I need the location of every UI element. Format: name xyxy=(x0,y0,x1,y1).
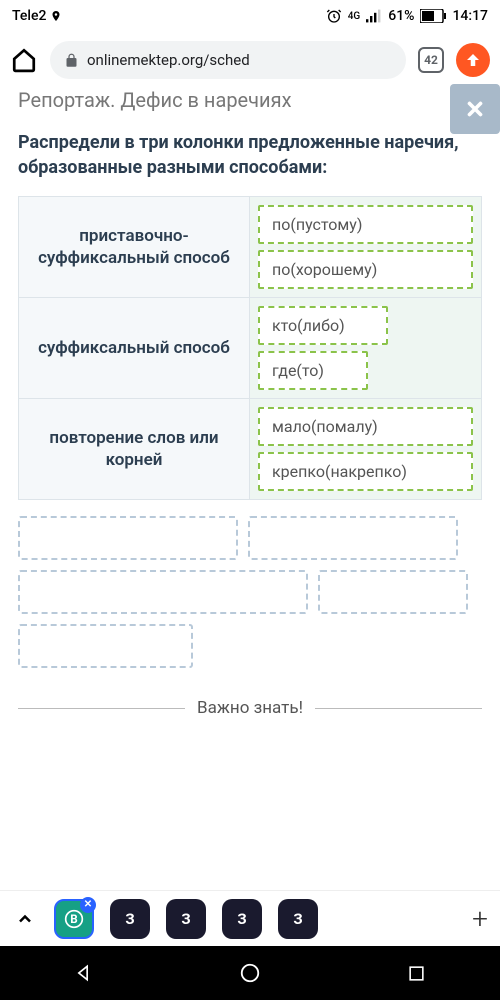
network-4g: 4G xyxy=(348,11,361,22)
divider xyxy=(18,708,185,709)
empty-slot[interactable] xyxy=(248,516,458,560)
empty-slot[interactable] xyxy=(18,516,238,560)
svg-text:B: B xyxy=(70,912,77,926)
word-pool[interactable] xyxy=(18,516,482,668)
browser-tab[interactable]: З xyxy=(278,899,318,939)
browser-bar: onlinemektep.org/sched 42 xyxy=(0,32,500,88)
word-tag[interactable]: кто(либо) xyxy=(258,306,388,345)
alarm-icon xyxy=(326,8,342,24)
browser-tab[interactable]: B ✕ xyxy=(54,899,94,939)
page-title: Репортаж. Дефис в наречиях xyxy=(18,88,482,112)
battery-pct: 61% xyxy=(388,8,414,24)
tab-favicon: З xyxy=(181,910,190,928)
carrier-label: Tele2 xyxy=(12,8,46,24)
empty-slot[interactable] xyxy=(318,570,468,614)
battery-icon xyxy=(420,9,446,23)
tab-count-button[interactable]: 42 xyxy=(418,47,444,73)
home-button[interactable] xyxy=(10,46,38,74)
drop-zone[interactable]: по(пустому) по(хорошему) xyxy=(250,197,481,297)
circle-home-icon xyxy=(239,962,261,984)
table-row: суффиксальный способ кто(либо) где(то) xyxy=(19,298,481,399)
tab-favicon: З xyxy=(237,910,246,928)
clock: 14:17 xyxy=(452,8,488,24)
chevron-up-icon xyxy=(15,909,35,929)
url-text: onlinemektep.org/sched xyxy=(87,51,250,69)
recents-button[interactable] xyxy=(401,957,433,989)
table-row: повторение слов или корней мало(помалу) … xyxy=(19,399,481,499)
back-button[interactable] xyxy=(67,957,99,989)
row-label: приставочно-суффиксальный способ xyxy=(19,197,250,297)
lock-icon xyxy=(64,53,79,68)
browser-tab[interactable]: З xyxy=(222,899,262,939)
status-bar: Tele2 4G 61% 14:17 xyxy=(0,0,500,32)
important-label: Важно знать! xyxy=(197,698,303,718)
instruction-text: Распредели в три колонки предложенные на… xyxy=(18,130,482,180)
browser-tab[interactable]: З xyxy=(110,899,150,939)
upload-button[interactable] xyxy=(456,43,490,77)
word-tag[interactable]: где(то) xyxy=(258,351,368,390)
drop-zone[interactable]: кто(либо) где(то) xyxy=(250,298,481,398)
divider xyxy=(315,708,482,709)
signal-icon xyxy=(366,9,382,23)
new-tab-button[interactable]: + xyxy=(472,902,488,935)
close-button[interactable] xyxy=(450,84,500,134)
arrow-up-icon xyxy=(464,51,482,69)
page-content: Репортаж. Дефис в наречиях Распредели в … xyxy=(0,88,500,718)
word-tag[interactable]: по(пустому) xyxy=(258,205,473,244)
word-tag[interactable]: крепко(накрепко) xyxy=(258,452,473,491)
tab-favicon: B xyxy=(64,909,84,929)
tab-count-value: 42 xyxy=(424,53,438,67)
table-row: приставочно-суффиксальный способ по(пуст… xyxy=(19,197,481,298)
triangle-back-icon xyxy=(73,963,93,983)
android-nav-bar xyxy=(0,946,500,1000)
tab-favicon: З xyxy=(293,910,302,928)
tab-favicon: З xyxy=(125,910,134,928)
row-label: суффиксальный способ xyxy=(19,298,250,398)
url-bar[interactable]: onlinemektep.org/sched xyxy=(50,41,406,79)
important-section: Важно знать! xyxy=(18,698,482,718)
empty-slot[interactable] xyxy=(18,624,193,668)
row-label: повторение слов или корней xyxy=(19,399,250,499)
status-right: 4G 61% 14:17 xyxy=(326,8,488,24)
tabs-chevron-up[interactable] xyxy=(12,909,38,929)
tab-close-icon[interactable]: ✕ xyxy=(80,897,96,913)
word-tag[interactable]: по(хорошему) xyxy=(258,250,473,289)
drop-zone[interactable]: мало(помалу) крепко(накрепко) xyxy=(250,399,481,499)
empty-slot[interactable] xyxy=(18,570,308,614)
close-icon xyxy=(464,98,486,120)
word-tag[interactable]: мало(помалу) xyxy=(258,407,473,446)
status-left: Tele2 xyxy=(12,8,62,24)
categories-table: приставочно-суффиксальный способ по(пуст… xyxy=(18,196,482,500)
browser-tab[interactable]: З xyxy=(166,899,206,939)
location-icon xyxy=(50,10,62,22)
browser-tabs-bar: B ✕ З З З З + xyxy=(0,890,500,946)
home-nav-button[interactable] xyxy=(234,957,266,989)
square-recents-icon xyxy=(407,964,426,983)
